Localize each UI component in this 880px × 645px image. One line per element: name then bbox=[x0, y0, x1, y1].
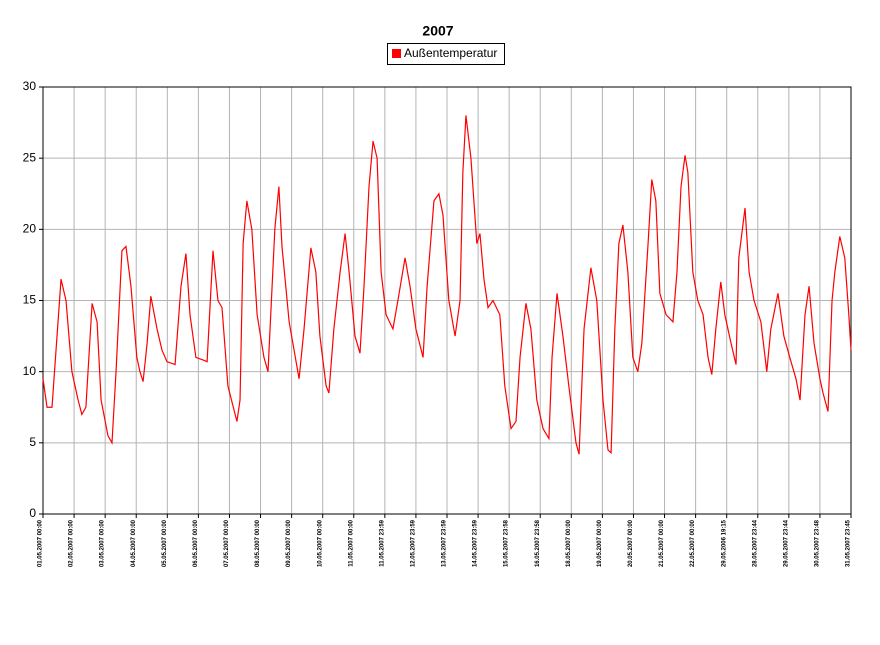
y-tick-label: 15 bbox=[23, 293, 37, 307]
y-tick-label: 0 bbox=[29, 506, 36, 520]
legend-box bbox=[387, 43, 505, 65]
x-tick-label: 08.05.2007 00:00 bbox=[255, 519, 261, 567]
x-tick-label: 21.05.2007 00:00 bbox=[659, 519, 665, 567]
x-tick-label: 05.05.2007 00:00 bbox=[162, 519, 168, 567]
y-tick-label: 20 bbox=[23, 222, 37, 236]
x-tick-label: 10.05.2007 00:00 bbox=[317, 519, 323, 567]
x-tick-label: 01.05.2007 00:00 bbox=[38, 519, 44, 567]
x-tick-label: 14.05.2007 23:59 bbox=[473, 519, 479, 567]
x-tick-label: 22.05.2007 00:00 bbox=[690, 519, 696, 567]
x-tick-label: 13.05.2007 23:59 bbox=[442, 519, 448, 567]
x-tick-label: 30.05.2007 23:48 bbox=[815, 519, 821, 567]
y-tick-label: 5 bbox=[29, 435, 36, 449]
data-line bbox=[42, 115, 852, 455]
x-tick-label: 03.05.2007 00:00 bbox=[100, 519, 106, 567]
x-tick-label: 29.05.2007 23:44 bbox=[783, 519, 789, 567]
y-tick-label: 10 bbox=[23, 364, 37, 378]
chart-title: 2007 bbox=[422, 23, 453, 39]
x-tick-label: 11.05.2007 00:00 bbox=[348, 519, 354, 566]
x-tick-label: 07.05.2007 00:00 bbox=[224, 519, 230, 567]
x-tick-label: 02.05.2007 00:00 bbox=[69, 519, 75, 567]
x-tick-label: 15.05.2007 23:58 bbox=[504, 519, 510, 567]
y-tick-label: 25 bbox=[23, 150, 37, 164]
x-tick-label: 20.05.2007 00:00 bbox=[628, 519, 634, 567]
x-tick-label: 31.05.2007 23:45 bbox=[846, 519, 852, 567]
legend-swatch bbox=[392, 49, 401, 58]
x-tick-label: 19.05.2007 00:00 bbox=[597, 519, 603, 567]
x-tick-label: 18.05.2007 00:00 bbox=[566, 519, 572, 567]
plot-frame bbox=[42, 86, 852, 515]
x-tick-label: 28.05.2007 23:44 bbox=[752, 519, 758, 567]
x-tick-label: 11.05.2007 23:59 bbox=[379, 519, 385, 566]
y-tick-label: 30 bbox=[23, 79, 37, 93]
x-tick-label: 12.05.2007 23:59 bbox=[411, 519, 417, 567]
x-tick-label: 04.05.2007 00:00 bbox=[131, 519, 137, 567]
x-tick-label: 16.05.2007 23:58 bbox=[535, 519, 541, 567]
legend-label: Außentemperatur bbox=[404, 46, 497, 60]
x-tick-label: 06.05.2007 00:00 bbox=[193, 519, 199, 567]
x-tick-label: 09.05.2007 00:00 bbox=[286, 519, 292, 567]
x-tick-label: 29.05.2006 19:15 bbox=[721, 519, 727, 567]
